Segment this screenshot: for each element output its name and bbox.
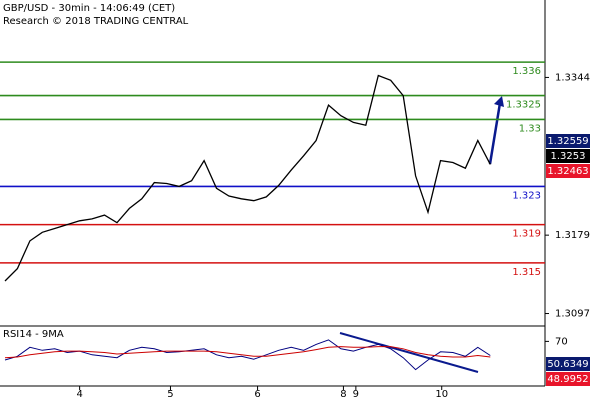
price-box-label: 1.32463	[547, 166, 588, 177]
chart-title: GBP/USD - 30min - 14:06:49 (CET)	[3, 3, 175, 14]
x-tick-label: 4	[76, 389, 82, 400]
level-label: 1.323	[512, 190, 541, 201]
forecast-arrow	[488, 102, 502, 165]
price-box-label: 1.32559	[547, 136, 588, 147]
price-line	[4, 339, 491, 371]
price-box	[546, 164, 590, 178]
chart-subtitle: Research © 2018 TRADING CENTRAL	[3, 16, 189, 27]
price-box	[546, 149, 590, 163]
x-tick-label: 5	[167, 389, 173, 400]
x-tick-label: 10	[435, 389, 448, 400]
price-box	[546, 134, 590, 148]
x-tick-label: 8	[340, 389, 346, 400]
rsi-title: RSI14 - 9MA	[3, 329, 64, 340]
price-box-label: 1.3253	[551, 151, 586, 162]
y-tick-label: 1.3097	[555, 309, 590, 320]
level-label: 1.336	[512, 66, 541, 77]
price-line	[4, 346, 491, 359]
y-tick-label: 70	[555, 336, 568, 347]
rsi-trendline	[339, 332, 479, 373]
level-label: 1.33	[519, 123, 541, 134]
y-tick-label: 1.3179	[555, 230, 590, 241]
level-label: 1.3325	[506, 100, 541, 111]
price-line	[4, 74, 491, 282]
price-box	[546, 357, 590, 371]
x-tick-label: 9	[353, 389, 359, 400]
price-box-label: 50.6349	[547, 359, 588, 370]
level-label: 1.315	[512, 267, 541, 278]
forecast-arrowhead	[494, 96, 504, 107]
x-tick-label: 6	[254, 389, 260, 400]
price-box-label: 48.9952	[547, 374, 588, 385]
y-tick-label: 1.3344	[555, 72, 590, 83]
level-label: 1.319	[512, 229, 541, 240]
price-box	[546, 372, 590, 386]
